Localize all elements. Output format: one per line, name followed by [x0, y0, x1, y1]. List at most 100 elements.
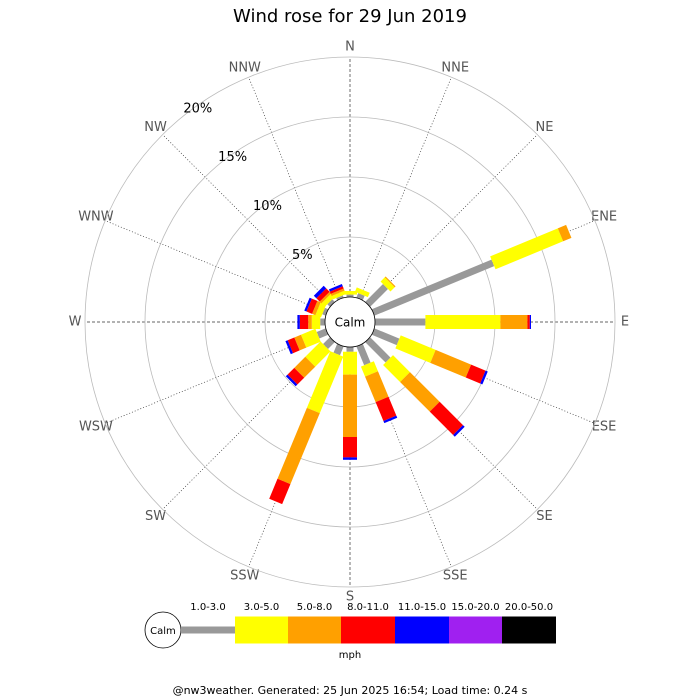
wind-segment	[316, 328, 329, 339]
direction-label: ESE	[592, 420, 617, 435]
wind-segment	[330, 288, 345, 297]
wind-segment	[336, 295, 344, 301]
legend-swatch	[181, 626, 235, 634]
direction-label: SE	[536, 509, 552, 524]
direction-label: ENE	[591, 209, 617, 224]
wind-segment	[287, 367, 305, 385]
legend-swatch	[502, 616, 556, 644]
legend-swatch	[395, 616, 449, 644]
legend-calm-label: Calm	[150, 626, 176, 637]
wind-segment	[354, 287, 370, 298]
direction-label: N	[345, 40, 355, 55]
wind-segment	[327, 299, 335, 307]
wind-segment	[297, 315, 300, 329]
wind-segment	[306, 298, 318, 314]
wind-segment	[294, 356, 316, 378]
direction-label: SSE	[443, 569, 468, 584]
wind-segment	[329, 286, 344, 294]
wind-segment	[321, 293, 335, 307]
direction-label: NW	[144, 120, 167, 135]
wind-segment	[319, 291, 332, 304]
legend-swatch	[449, 616, 502, 644]
wind-segment	[500, 315, 528, 329]
wind-segment	[343, 437, 357, 458]
wind-segment	[287, 337, 300, 354]
wind-segment	[343, 351, 357, 375]
wind-segment	[333, 343, 344, 356]
wind-segment	[343, 457, 357, 460]
wind-segment	[323, 337, 335, 349]
wind-segment	[277, 407, 320, 485]
wind-segment	[383, 415, 398, 424]
wind-segment	[356, 293, 365, 301]
wind-segment	[306, 351, 344, 414]
direction-label: NE	[535, 120, 553, 135]
wind-segment	[375, 318, 426, 326]
wind-segment	[453, 425, 465, 437]
wind-segment	[305, 341, 331, 367]
ring-label: 10%	[253, 199, 282, 214]
wind-segment	[308, 315, 312, 329]
units-label: mph	[339, 650, 361, 661]
wind-segment	[311, 315, 321, 329]
wind-segment	[285, 374, 298, 387]
ring-label: 20%	[183, 101, 212, 116]
direction-label: W	[69, 315, 82, 330]
wind-segment	[430, 349, 472, 378]
legend-swatch	[288, 616, 341, 644]
wind-segment	[425, 315, 501, 329]
wind-segment	[331, 290, 346, 300]
legend-label: 11.0-15.0	[398, 602, 446, 613]
wind-segment	[299, 315, 309, 329]
wind-segment	[527, 315, 530, 329]
wind-segment	[315, 302, 327, 318]
wind-segment	[465, 364, 486, 384]
wind-segment	[529, 315, 531, 329]
wind-segment	[285, 340, 293, 355]
wind-segment	[269, 478, 291, 505]
wind-segment	[328, 284, 343, 292]
direction-label: WSW	[79, 420, 113, 435]
wind-segment	[300, 328, 321, 348]
wind-segment	[371, 259, 495, 316]
wind-segment	[360, 361, 378, 377]
wind-segment	[346, 294, 354, 297]
wind-segment	[320, 318, 325, 326]
legend-label: 20.0-50.0	[505, 602, 553, 613]
legend-label: 5.0-8.0	[297, 602, 332, 613]
wind-segment	[346, 347, 354, 352]
wind-segment	[490, 228, 564, 270]
direction-label: SW	[145, 509, 166, 524]
wind-segment	[395, 335, 436, 363]
ring	[144, 116, 556, 528]
wind-segment	[375, 396, 397, 421]
ring	[84, 56, 616, 588]
legend-swatch	[341, 616, 395, 644]
wind-segment	[316, 288, 330, 302]
legend-label: 15.0-20.0	[451, 602, 499, 613]
wind-segment	[365, 371, 389, 403]
wind-segment	[294, 334, 307, 351]
chart-title: Wind rose for 29 Jun 2019	[233, 6, 467, 27]
legend-label: 1.0-3.0	[190, 602, 225, 613]
calm-label: Calm	[335, 316, 366, 330]
direction-label: NNW	[229, 60, 261, 75]
direction-label: SSW	[230, 569, 260, 584]
ring-label: 5%	[292, 248, 313, 263]
wind-segment	[322, 307, 329, 316]
wind-segment	[400, 372, 440, 412]
wind-segment	[313, 285, 327, 299]
wind-segment	[356, 343, 371, 366]
footer: @nw3weather. Generated: 25 Jun 2025 16:5…	[173, 684, 528, 697]
legend-swatch	[235, 616, 288, 644]
direction-label: WNW	[78, 209, 114, 224]
calm-circle	[324, 296, 376, 348]
wind-segment	[384, 276, 396, 288]
wind-segment	[557, 224, 572, 242]
wind-segment	[380, 277, 395, 292]
wind-segment	[480, 370, 488, 385]
wind-segment	[343, 374, 357, 437]
ring-label: 15%	[218, 150, 247, 165]
legend-label: 8.0-11.0	[347, 602, 389, 613]
